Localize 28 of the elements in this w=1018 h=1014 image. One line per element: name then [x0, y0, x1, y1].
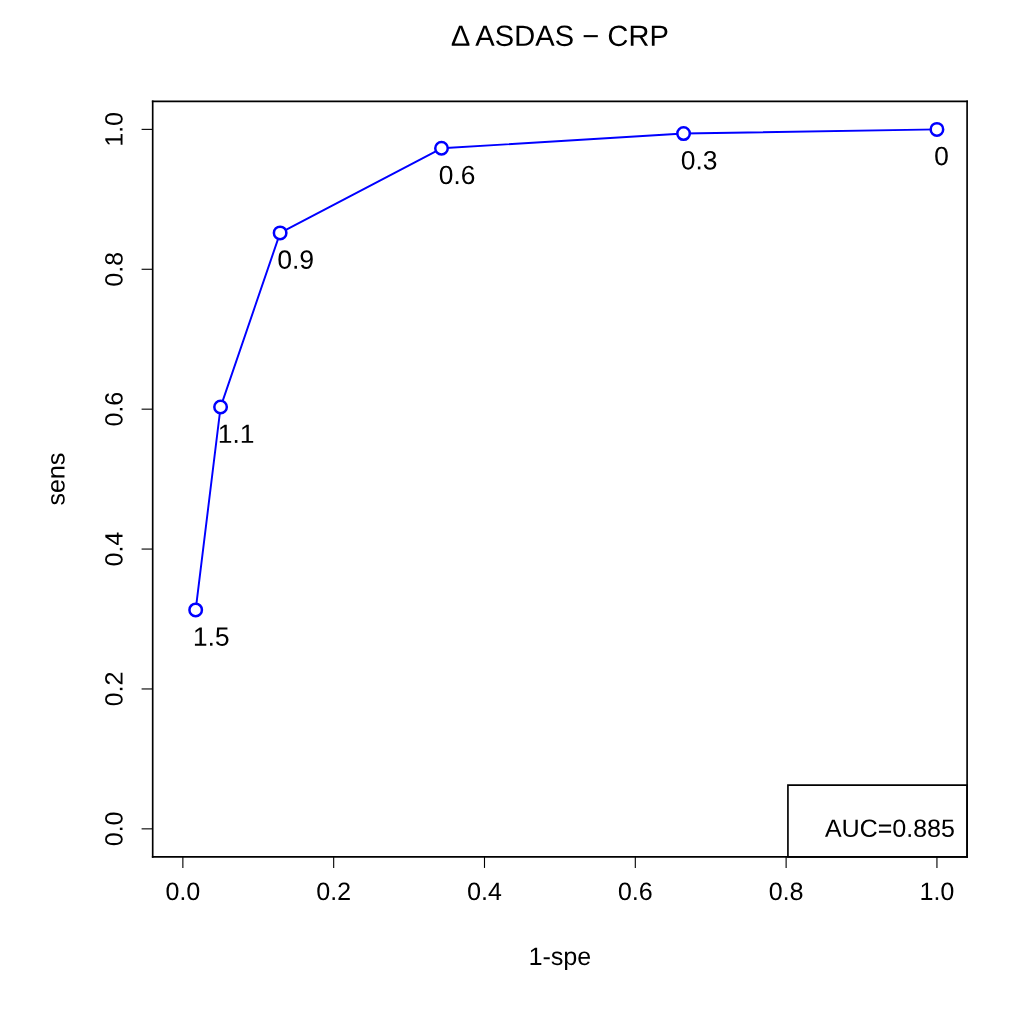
point	[272, 225, 288, 241]
x-tick-label: 0.8	[769, 882, 803, 901]
y-tick-label: 0.4	[105, 532, 123, 566]
point	[188, 602, 204, 618]
x-tick-label: 1.0	[921, 882, 954, 901]
point	[929, 121, 945, 137]
y-tick-label: 1.0	[105, 112, 123, 145]
y-tick-label: 0.8	[105, 252, 123, 286]
x-tick-label: 0.2	[317, 882, 350, 901]
point	[213, 399, 229, 415]
annotation: AUC=0.885	[824, 819, 954, 838]
annotation: 0.6	[439, 165, 475, 185]
point	[676, 126, 692, 142]
annotation: 1.5	[194, 627, 229, 646]
x-tick-label: 0.4	[468, 882, 502, 901]
annotation: 0.9	[278, 250, 313, 269]
point	[434, 140, 450, 156]
annotation: 1.1	[219, 424, 254, 443]
x-tick-label: 0.0	[166, 882, 200, 901]
y-axis-title: sens	[51, 453, 65, 505]
annotation: 0	[935, 146, 948, 166]
x-axis-title: 1-spe	[530, 947, 591, 971]
y-tick-label: 0.2	[105, 672, 123, 706]
annotation: 0.3	[681, 150, 717, 170]
y-tick-label: 0.6	[105, 392, 123, 426]
x-tick-label: 0.6	[618, 882, 652, 901]
y-tick-label: 0.0	[105, 812, 123, 846]
chart-title: Δ ASDAS − CRP	[451, 25, 668, 47]
